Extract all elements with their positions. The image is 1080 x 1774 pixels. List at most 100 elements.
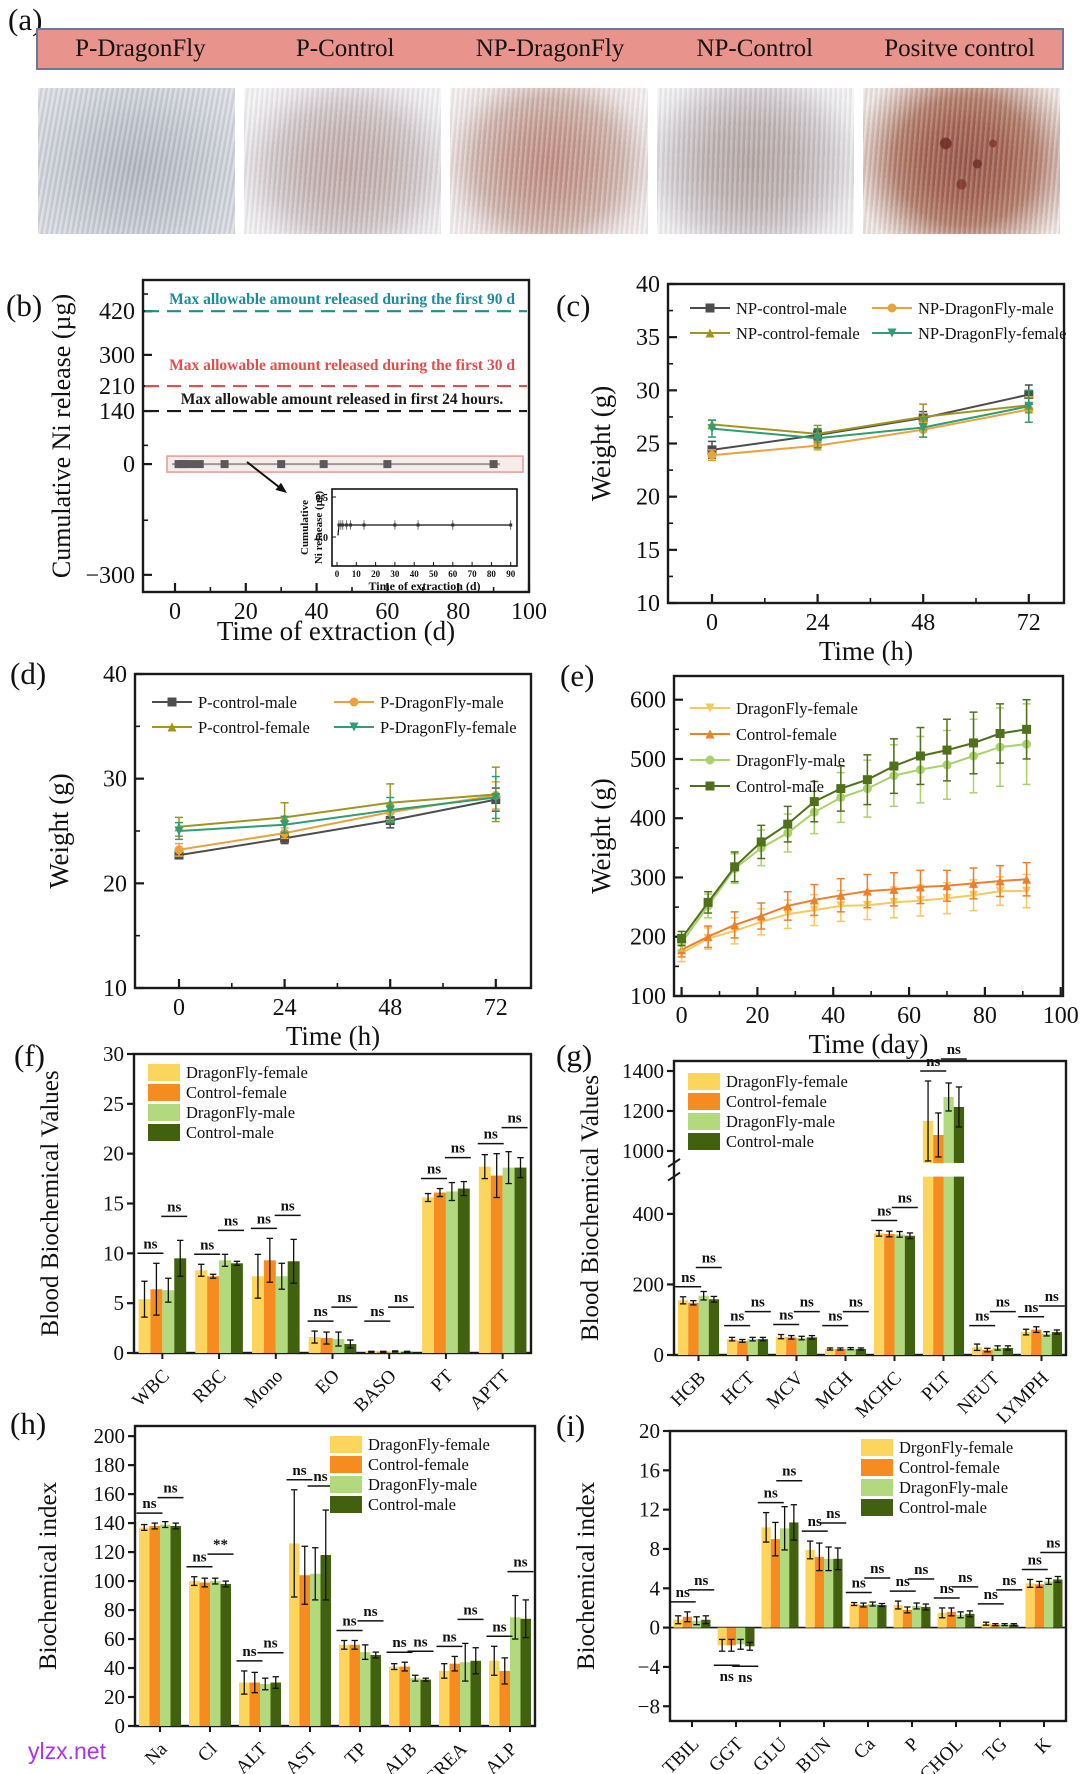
svg-text:ns: ns: [877, 1203, 891, 1219]
svg-text:ns: ns: [1028, 1552, 1042, 1568]
svg-text:40: 40: [410, 569, 420, 579]
svg-text:CREA: CREA: [421, 1738, 472, 1774]
svg-text:Max allowable amount released: Max allowable amount released during the…: [169, 357, 515, 374]
svg-text:ns: ns: [800, 1295, 814, 1311]
svg-text:25: 25: [103, 1092, 124, 1116]
svg-text:ns: ns: [1002, 1573, 1016, 1589]
svg-text:20: 20: [234, 599, 258, 625]
svg-text:P-DragonFly-female: P-DragonFly-female: [380, 718, 517, 737]
svg-text:72: 72: [484, 995, 508, 1021]
svg-text:0: 0: [169, 599, 181, 625]
svg-text:10: 10: [636, 591, 660, 617]
svg-text:35: 35: [636, 325, 660, 351]
svg-text:40: 40: [103, 662, 127, 688]
svg-text:ns: ns: [292, 1463, 306, 1479]
svg-text:160: 160: [94, 1482, 126, 1506]
svg-text:20: 20: [639, 1419, 660, 1443]
svg-text:ns: ns: [313, 1469, 327, 1485]
svg-text:40: 40: [821, 1003, 845, 1029]
treatment-header-bar: P-DragonFly P-Control NP-DragonFly NP-Co…: [36, 28, 1064, 70]
svg-text:ns: ns: [427, 1162, 441, 1178]
svg-text:0: 0: [650, 1616, 661, 1640]
svg-text:0: 0: [173, 995, 185, 1021]
svg-text:ns: ns: [484, 1127, 498, 1143]
svg-text:100: 100: [630, 984, 666, 1010]
svg-text:16: 16: [639, 1458, 660, 1482]
svg-text:DragonFly-male: DragonFly-male: [726, 1112, 835, 1131]
svg-text:80: 80: [973, 1003, 997, 1029]
svg-text:140: 140: [99, 399, 135, 425]
svg-text:DragonFly-male: DragonFly-male: [899, 1478, 1008, 1497]
svg-text:GLU: GLU: [749, 1733, 792, 1774]
svg-text:20: 20: [103, 1142, 124, 1166]
header-p-control: P-Control: [295, 35, 395, 62]
svg-text:120: 120: [94, 1540, 126, 1564]
svg-text:48: 48: [911, 610, 935, 636]
header-positive-control: Positve control: [884, 35, 1035, 62]
panel-d-label: (d): [10, 656, 47, 691]
svg-text:−300: −300: [85, 563, 135, 589]
svg-text:ns: ns: [263, 1636, 277, 1652]
svg-text:ns: ns: [342, 1613, 356, 1629]
svg-text:ns: ns: [142, 1496, 156, 1512]
svg-text:30: 30: [636, 378, 660, 404]
svg-text:400: 400: [633, 1202, 665, 1226]
svg-text:Time of extraction (d): Time of extraction (d): [217, 616, 455, 646]
svg-text:DragonFly-male: DragonFly-male: [186, 1103, 295, 1122]
svg-text:Weight (g): Weight (g): [44, 773, 74, 889]
svg-text:AST: AST: [281, 1738, 322, 1774]
svg-text:200: 200: [630, 925, 666, 951]
svg-text:1200: 1200: [622, 1099, 664, 1123]
chart-e-rat-weight: 0 20 40 60 80 100 100 200 300 400 500 600 Time (day)…: [586, 674, 1079, 1059]
svg-text:ns: ns: [720, 1669, 734, 1685]
svg-text:600: 600: [630, 688, 666, 714]
svg-text:100: 100: [1043, 1003, 1079, 1029]
skin-photo-np-control: [656, 88, 854, 234]
panel-f-label: (f): [14, 1038, 45, 1073]
svg-text:60: 60: [375, 599, 399, 625]
svg-text:80: 80: [104, 1598, 125, 1622]
svg-text:Control-male: Control-male: [186, 1123, 274, 1142]
panel-c-label: (c): [556, 288, 591, 323]
svg-text:Time (h): Time (h): [286, 1021, 380, 1051]
svg-text:90: 90: [506, 569, 516, 579]
svg-text:ns: ns: [947, 1042, 961, 1058]
svg-text:500: 500: [630, 747, 666, 773]
svg-text:Biochemical index: Biochemical index: [573, 1481, 600, 1670]
svg-text:Cumulative: Cumulative: [299, 500, 311, 555]
svg-text:48: 48: [378, 995, 402, 1021]
svg-text:30: 30: [103, 1042, 124, 1066]
svg-text:Weight (g): Weight (g): [586, 778, 616, 894]
svg-text:ns: ns: [143, 1236, 157, 1252]
svg-text:0: 0: [123, 452, 135, 478]
svg-text:PT: PT: [427, 1365, 458, 1396]
svg-text:ns: ns: [1024, 1300, 1038, 1316]
svg-text:DragonFly-female: DragonFly-female: [368, 1435, 490, 1454]
svg-text:4: 4: [650, 1576, 661, 1600]
svg-text:−4: −4: [638, 1655, 661, 1679]
svg-text:ns: ns: [507, 1111, 521, 1127]
svg-text:ns: ns: [394, 1290, 408, 1306]
svg-text:DrgonFly-female: DrgonFly-female: [899, 1438, 1013, 1457]
svg-text:24: 24: [806, 610, 830, 636]
chart-d-p-weight: 0 24 48 72 10 20 30 40 Time (h) Weight (g) P-contr…: [44, 662, 533, 1051]
svg-text:180: 180: [94, 1453, 126, 1477]
svg-text:Time of extraction (d): Time of extraction (d): [368, 579, 480, 593]
skin-photo-np-dragonfly: [450, 88, 648, 234]
svg-text:ns: ns: [281, 1198, 295, 1214]
svg-text:ns: ns: [1046, 1535, 1060, 1551]
svg-text:BUN: BUN: [792, 1733, 835, 1774]
svg-text:15: 15: [636, 538, 660, 564]
svg-text:ns: ns: [926, 1054, 940, 1070]
svg-text:ns: ns: [896, 1574, 910, 1590]
svg-text:0: 0: [115, 1714, 126, 1738]
svg-text:0: 0: [654, 1343, 665, 1367]
svg-text:Blood Biochemical Values: Blood Biochemical Values: [37, 1070, 64, 1336]
svg-text:300: 300: [630, 865, 666, 891]
svg-text:10: 10: [103, 976, 127, 1002]
svg-text:5: 5: [114, 1291, 125, 1315]
svg-text:300: 300: [99, 343, 135, 369]
